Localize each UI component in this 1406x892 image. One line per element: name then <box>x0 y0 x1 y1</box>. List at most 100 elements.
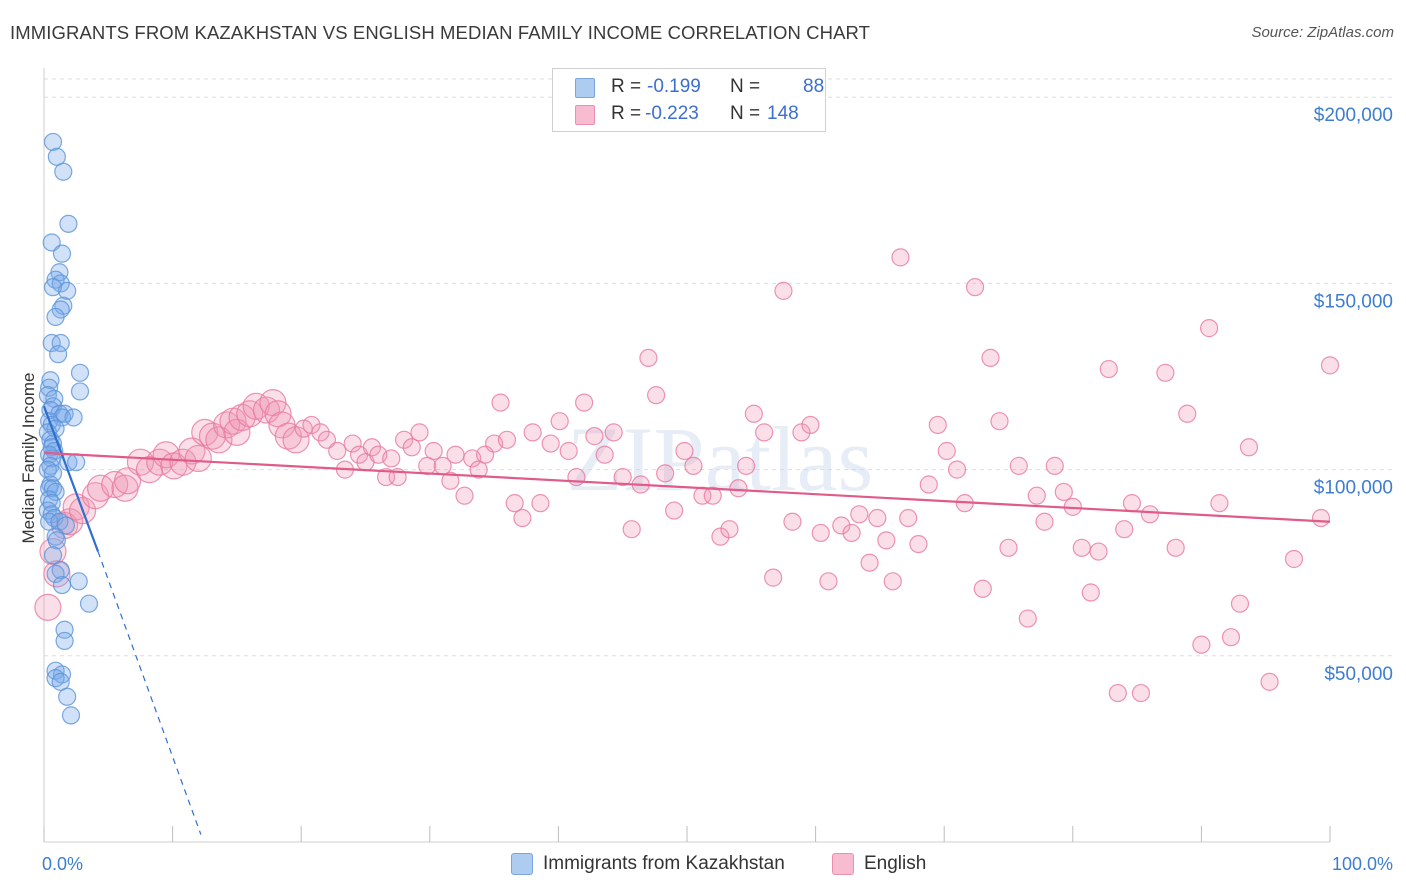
legend-swatch-kazakhstan <box>575 78 595 98</box>
data-point-kazakhstan <box>56 516 75 535</box>
data-point-english <box>1239 438 1259 457</box>
data-point-kazakhstan <box>58 281 77 300</box>
data-point-english <box>382 449 401 468</box>
trend-line-kazakhstan-extension <box>97 551 202 835</box>
legend-n-value: 148 <box>767 103 799 124</box>
data-point-kazakhstan <box>43 546 63 565</box>
data-point-english <box>559 441 578 461</box>
data-point-english <box>1131 683 1151 703</box>
data-point-kazakhstan <box>43 464 63 483</box>
series-kazakhstan <box>38 132 99 725</box>
data-point-english <box>999 538 1018 557</box>
data-point-english <box>990 412 1009 431</box>
data-point-english <box>1018 609 1037 628</box>
y-tick-label: $150,000 <box>1314 291 1393 312</box>
data-point-kazakhstan <box>52 575 72 595</box>
data-point-english <box>491 393 510 412</box>
data-point-english <box>1320 356 1340 375</box>
data-point-english <box>1166 538 1185 557</box>
data-point-english <box>531 494 550 513</box>
data-point-english <box>205 426 233 454</box>
data-point-kazakhstan <box>43 278 63 297</box>
legend-r-value: -0.223 <box>645 103 699 124</box>
data-point-english <box>819 572 838 591</box>
data-point-kazakhstan <box>59 214 78 233</box>
data-point-english <box>1009 456 1028 475</box>
data-point-kazakhstan <box>41 371 60 390</box>
data-point-english <box>811 523 830 543</box>
legend-n-label: N = <box>730 76 761 97</box>
data-point-kazakhstan <box>64 408 83 427</box>
data-point-kazakhstan <box>46 564 65 583</box>
data-point-kazakhstan <box>69 572 88 591</box>
data-point-english <box>394 430 414 449</box>
data-point-english <box>891 248 910 267</box>
data-point-english <box>1221 628 1241 647</box>
data-point-english <box>755 423 774 442</box>
data-point-english <box>455 486 474 505</box>
data-point-english <box>567 467 586 487</box>
data-point-english <box>1027 486 1046 505</box>
data-point-english <box>1178 404 1197 423</box>
data-point-english <box>919 475 938 494</box>
data-point-english <box>523 423 542 442</box>
data-point-english <box>1072 538 1091 557</box>
data-point-english <box>550 412 569 431</box>
legend-r-label: R = <box>611 103 642 124</box>
data-point-english <box>191 418 219 446</box>
data-point-kazakhstan <box>43 132 63 152</box>
data-point-english <box>965 278 985 297</box>
data-point-english <box>441 471 460 490</box>
data-point-english <box>1156 363 1175 382</box>
data-point-english <box>1284 549 1304 569</box>
data-point-english <box>656 464 675 483</box>
data-point-english <box>737 456 756 475</box>
data-point-english <box>720 520 739 539</box>
data-point-english <box>126 448 155 476</box>
legend-r-value: -0.199 <box>647 76 701 97</box>
correlation-legend: R = -0.199 N = 88 R = -0.223 N = 148 <box>552 68 826 132</box>
legend-swatch-english <box>575 105 595 125</box>
data-point-english <box>505 494 524 513</box>
data-point-english <box>34 593 62 622</box>
data-point-english <box>981 348 1000 368</box>
data-point-kazakhstan <box>58 687 77 706</box>
data-point-english <box>39 537 67 566</box>
data-point-english <box>783 512 802 531</box>
data-point-english <box>328 441 347 461</box>
data-point-english <box>424 441 443 461</box>
data-point-kazakhstan <box>46 307 65 327</box>
data-point-kazakhstan <box>61 706 81 725</box>
data-point-english <box>764 568 783 587</box>
bottom-legend-swatch-english <box>832 853 854 875</box>
data-point-english <box>877 531 896 550</box>
data-point-english <box>362 438 382 457</box>
data-point-kazakhstan <box>46 482 65 502</box>
data-point-english <box>513 508 532 528</box>
data-point-english <box>1140 505 1160 524</box>
bottom-legend-swatch-kazakhstan <box>511 853 533 875</box>
data-point-english <box>801 415 820 435</box>
data-point-english <box>541 434 560 453</box>
data-point-english <box>774 281 793 300</box>
data-point-english <box>1099 359 1118 379</box>
data-point-english <box>317 430 337 449</box>
data-point-english <box>1081 583 1100 602</box>
data-point-english <box>223 418 251 446</box>
data-point-english <box>402 438 421 457</box>
data-point-english <box>242 392 270 420</box>
data-point-english <box>1200 319 1219 338</box>
trend-line-kazakhstan <box>42 405 100 552</box>
data-point-english <box>613 467 632 487</box>
data-point-english <box>1115 520 1134 539</box>
data-point-english <box>850 505 869 524</box>
data-point-english <box>446 445 465 464</box>
x-tick-label: 100.0% <box>1332 854 1393 874</box>
data-point-english <box>729 479 748 498</box>
data-point-english <box>228 403 256 432</box>
data-point-english <box>899 508 918 528</box>
data-point-english <box>675 441 694 461</box>
data-point-english <box>595 445 614 464</box>
y-tick-label: $100,000 <box>1314 478 1393 499</box>
